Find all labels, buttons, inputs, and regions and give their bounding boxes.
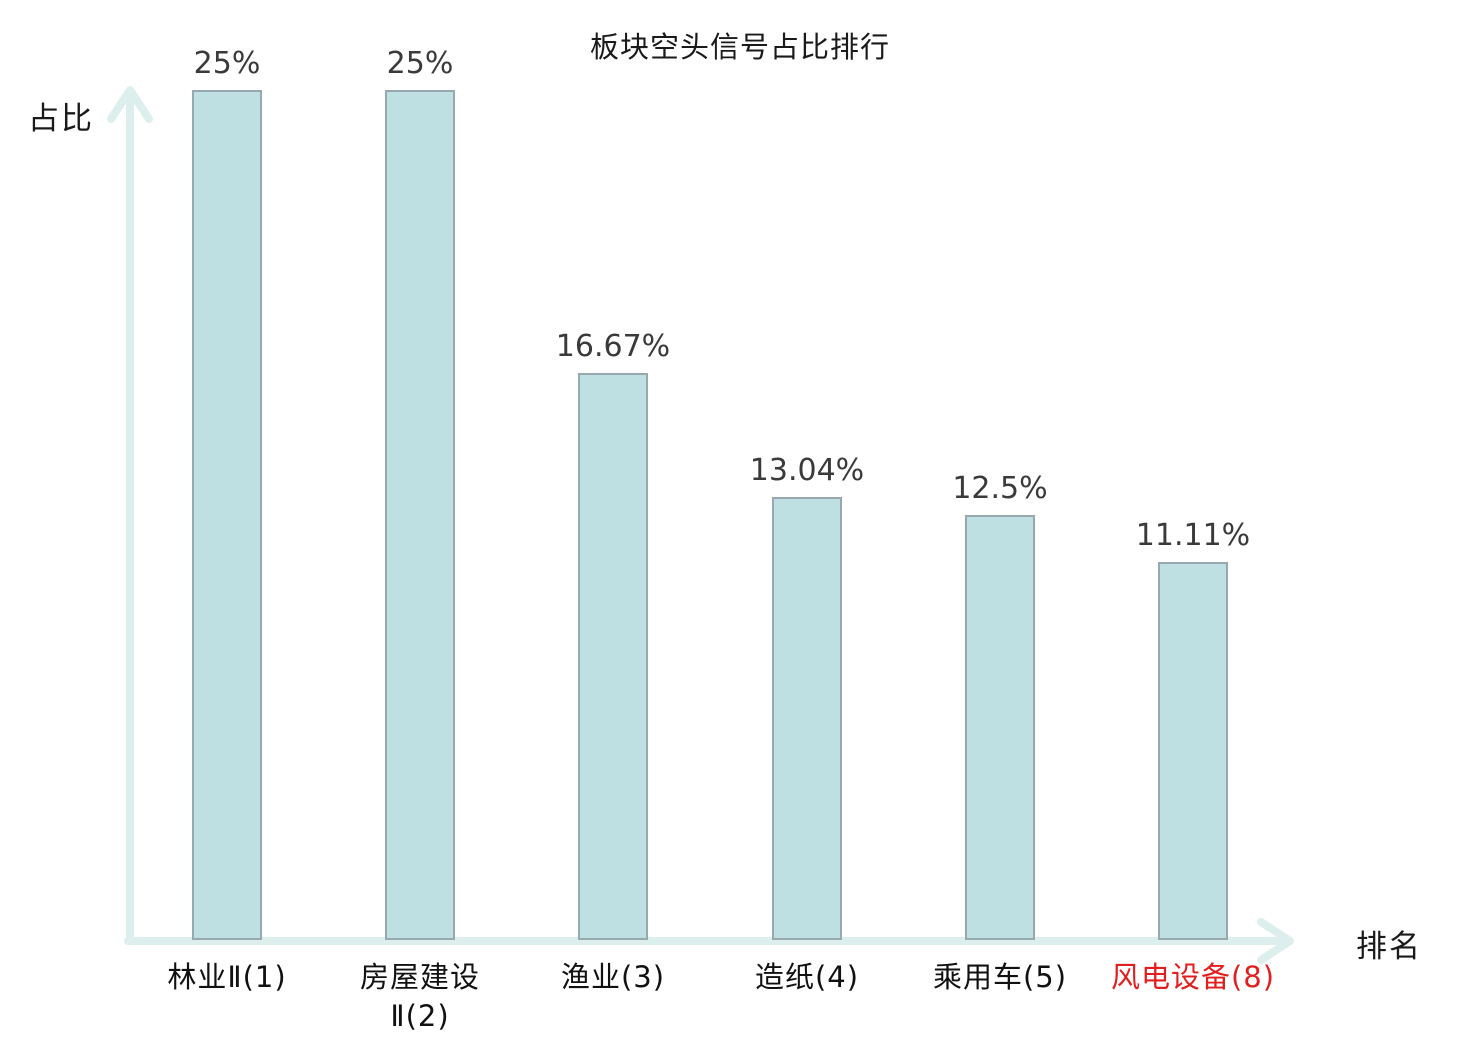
category-label: 造纸(4) (754, 960, 860, 994)
bar (385, 90, 455, 940)
bar-value-label: 13.04% (749, 453, 865, 488)
chart-title: 板块空头信号占比排行 (589, 30, 890, 64)
bar (1158, 562, 1228, 940)
category-label: 乘用车(5) (932, 960, 1068, 994)
bar-value-label: 11.11% (1135, 518, 1251, 553)
y-axis-label: 占比 (28, 101, 94, 137)
bar-value-label: 25% (193, 46, 261, 81)
y-axis-arrow-icon (107, 86, 153, 123)
category-label: 风电设备(8) (1110, 960, 1276, 994)
category-label: 林业Ⅱ(1) (167, 960, 287, 994)
bar-value-label: 25% (386, 46, 454, 81)
bar (578, 373, 648, 940)
bar (192, 90, 262, 940)
category-label: 渔业(3) (560, 960, 666, 994)
x-axis-label: 排名 (1356, 929, 1422, 965)
bar (772, 497, 842, 940)
bar (965, 515, 1035, 940)
bar-value-label: 12.5% (952, 471, 1048, 506)
category-label: 房屋建设 Ⅱ(2) (359, 960, 480, 1034)
bar-value-label: 16.67% (555, 329, 671, 364)
x-axis-arrow-icon (1257, 918, 1294, 964)
